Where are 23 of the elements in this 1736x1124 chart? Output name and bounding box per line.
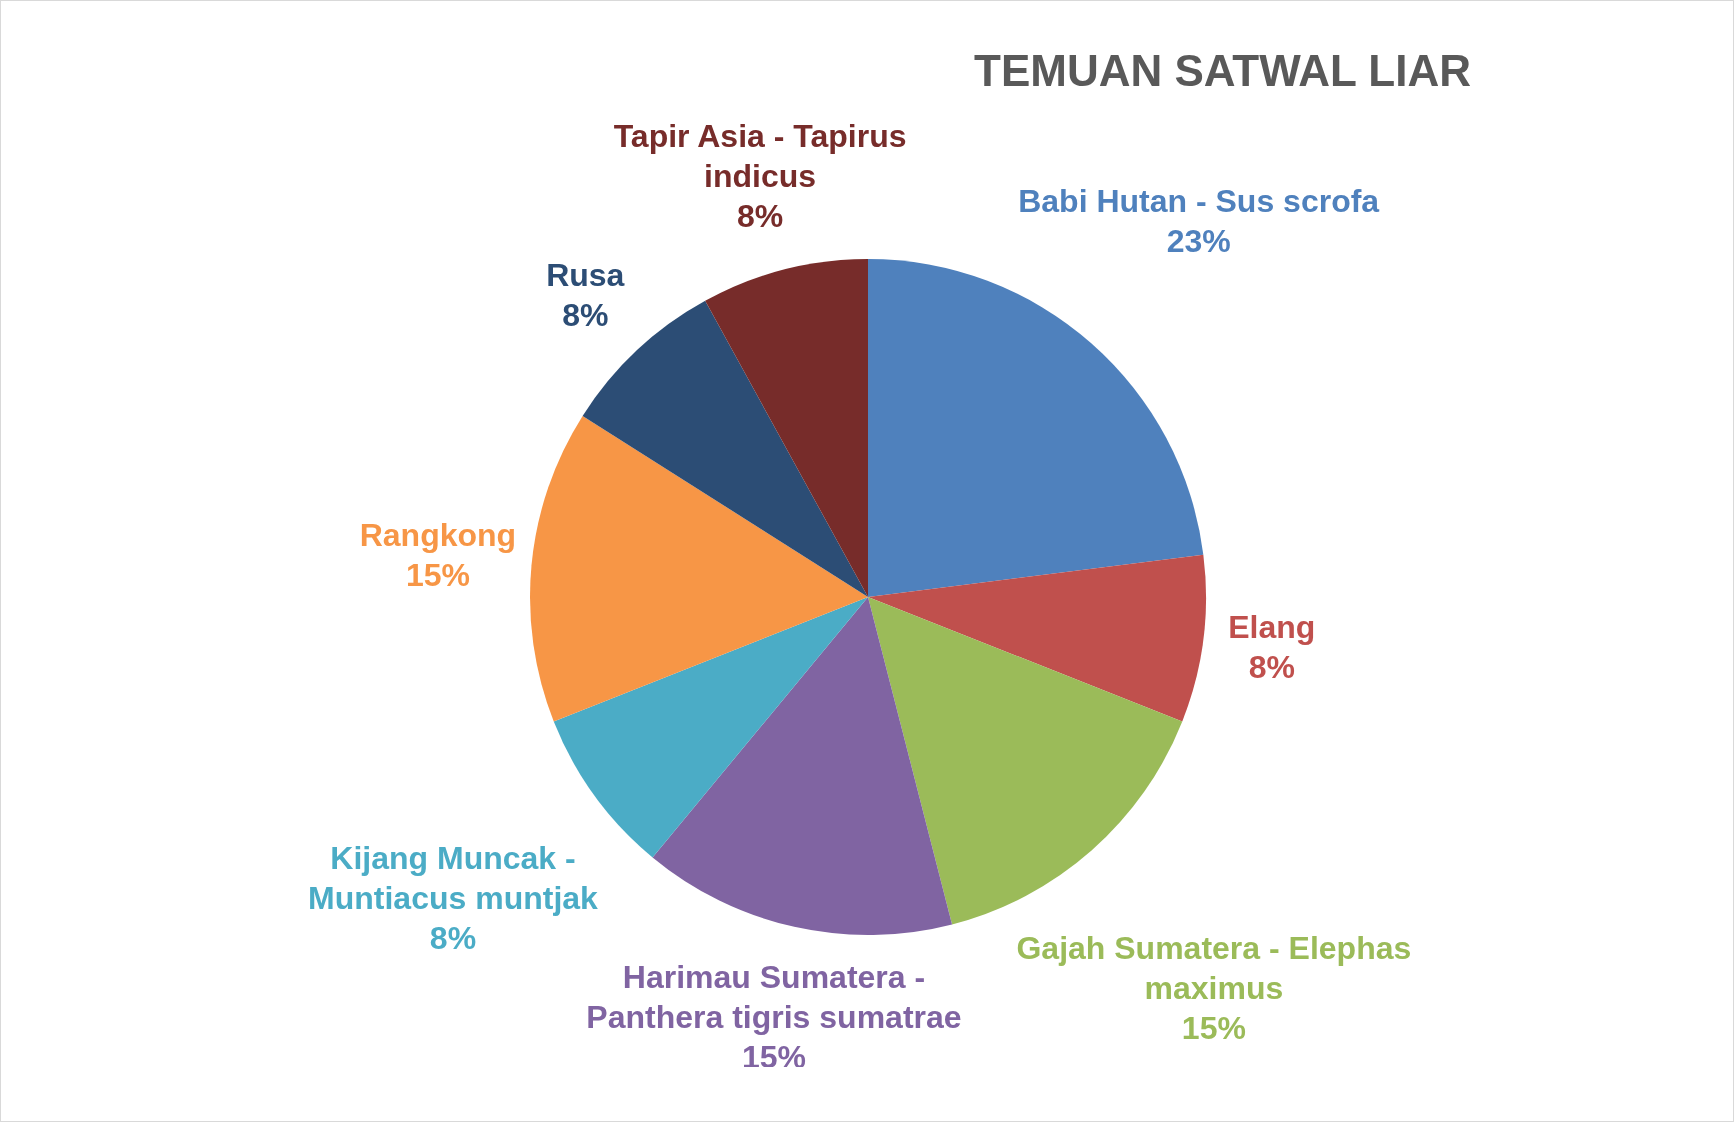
data-label: 8%	[736, 197, 784, 234]
pie-slice	[530, 415, 868, 722]
data-label: 15%	[1181, 1010, 1246, 1047]
pie-slice	[705, 259, 868, 597]
pie-slice	[868, 597, 1183, 925]
pie-slice	[868, 259, 1204, 597]
slice-label: Harimau Sumatera - Panthera tigris sumatrae	[586, 958, 962, 1035]
slice-label: Rusa	[546, 256, 625, 293]
slice-label: Tapir Asia - Tapirus indicus	[613, 117, 907, 194]
slice-label: Babi Hutan - Sus scrofa	[1018, 182, 1380, 219]
pie-slice	[868, 554, 1206, 722]
slice-label: Rangkong	[359, 517, 517, 554]
data-label: 23%	[1166, 222, 1231, 259]
pie-slice	[652, 597, 953, 935]
data-label: 15%	[405, 557, 470, 594]
data-label: 8%	[1248, 649, 1295, 686]
slice-label: Elang	[1228, 609, 1316, 646]
slice-label: Gajah Sumatera - Elephas maximus	[1016, 930, 1412, 1007]
data-label: 8%	[562, 296, 609, 333]
data-label: 15%	[741, 1038, 806, 1075]
chart-title: TEMUAN SATWAL LIAR	[974, 45, 1471, 95]
data-label: 8%	[429, 919, 477, 956]
slice-label: Kijang Muncak - Muntiacus muntjak	[308, 839, 599, 916]
